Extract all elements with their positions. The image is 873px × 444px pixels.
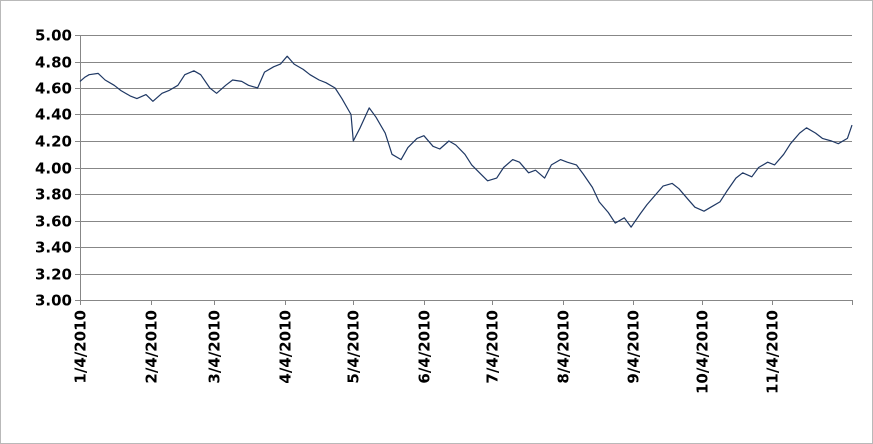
x-tick-label: 7/4/2010 [484, 310, 502, 384]
y-tick-label: 3.40 [35, 239, 72, 257]
series-layer [79, 55, 853, 228]
x-tick-label: 3/4/2010 [206, 310, 224, 384]
x-tick-label: 4/4/2010 [277, 310, 295, 384]
y-tick-label: 3.00 [35, 292, 72, 310]
x-tick-label: 1/4/2010 [72, 310, 90, 384]
x-tick-label: 5/4/2010 [345, 310, 363, 384]
x-tick-labels: 1/4/2010 2/4/2010 3/4/2010 4/4/2010 5/4/2010… [72, 310, 782, 394]
y-tick-label: 4.80 [35, 54, 72, 72]
y-tick-labels: 3.00 3.20 3.40 3.60 3.80 4.00 4.20 4.40 4.60 4.80… [35, 27, 72, 310]
y-tick-label: 4.20 [35, 133, 72, 151]
x-tick-label: 10/4/2010 [694, 310, 712, 394]
x-tick-label: 11/4/2010 [764, 310, 782, 394]
y-tick-label: 3.20 [35, 266, 72, 284]
series-line [79, 55, 853, 228]
x-tick-label: 6/4/2010 [416, 310, 434, 384]
x-tick-label: 8/4/2010 [555, 310, 573, 384]
y-tick-label: 4.40 [35, 106, 72, 124]
y-tick-label: 4.60 [35, 80, 72, 98]
y-tick-label: 3.80 [35, 186, 72, 204]
y-tick-label: 4.00 [35, 160, 72, 178]
y-tick-label: 5.00 [35, 27, 72, 45]
y-tick-label: 3.60 [35, 213, 72, 231]
x-tick-label: 2/4/2010 [143, 310, 161, 384]
x-tick-label: 9/4/2010 [625, 310, 643, 384]
gridlines [80, 35, 852, 301]
axes [75, 35, 853, 305]
